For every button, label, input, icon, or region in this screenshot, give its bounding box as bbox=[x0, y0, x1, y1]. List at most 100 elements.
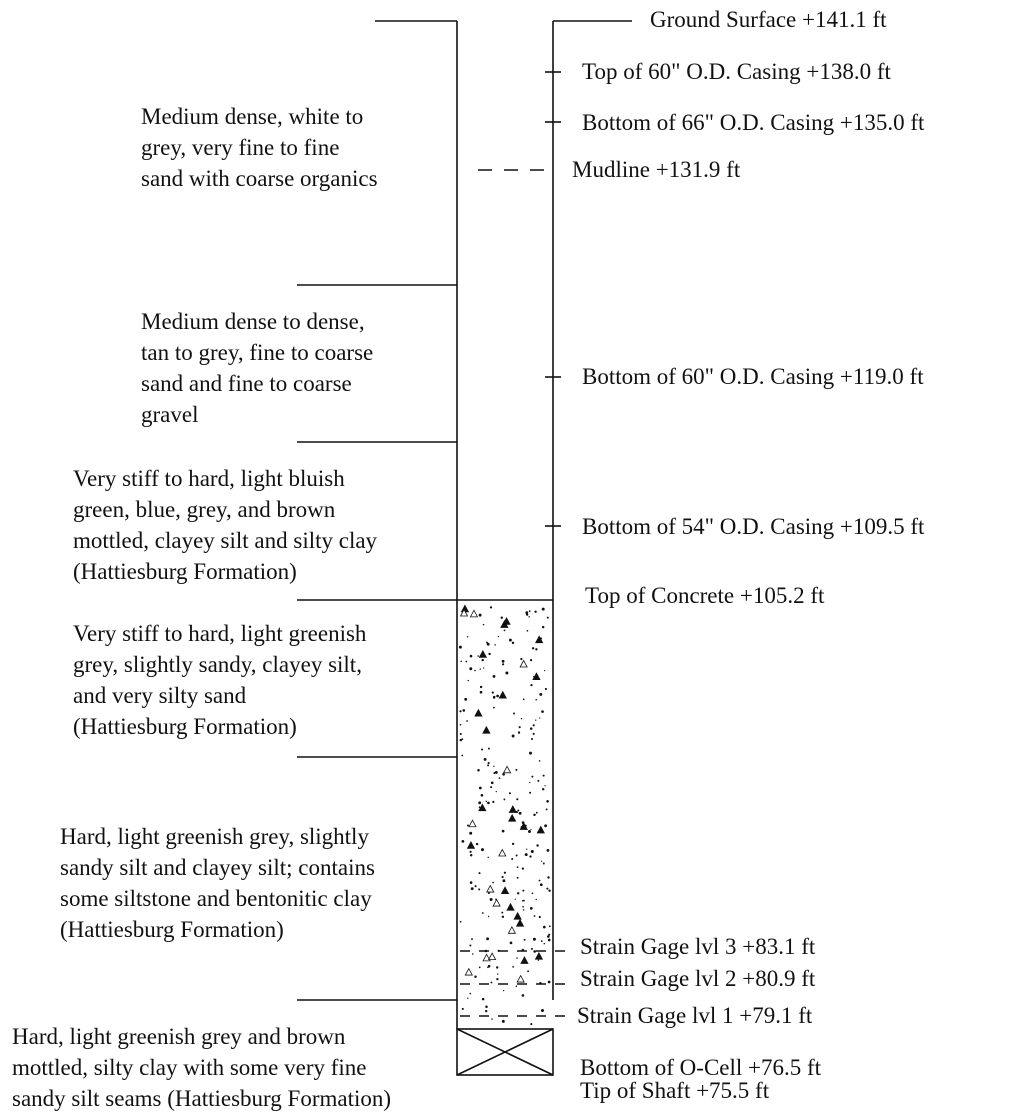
concrete-aggregate bbox=[474, 708, 483, 717]
concrete-dot bbox=[541, 607, 545, 611]
concrete-dot bbox=[529, 855, 532, 858]
concrete-aggregate bbox=[513, 911, 522, 920]
concrete-dot bbox=[511, 641, 515, 645]
concrete-dot bbox=[538, 915, 541, 919]
concrete-dot bbox=[531, 892, 534, 895]
concrete-dot bbox=[461, 754, 464, 757]
concrete-dot bbox=[538, 760, 541, 762]
soil-layer-2-line: Medium dense to dense, bbox=[141, 309, 365, 334]
concrete-dot bbox=[478, 786, 482, 790]
concrete-dot bbox=[493, 706, 495, 709]
concrete-dot bbox=[470, 887, 474, 891]
concrete-dot bbox=[498, 777, 501, 779]
elev-strain-gage-3: Strain Gage lvl 3 +83.1 ft bbox=[580, 934, 816, 959]
concrete-dot bbox=[530, 828, 532, 830]
concrete-dot bbox=[544, 669, 546, 672]
concrete-dot bbox=[521, 867, 525, 870]
elev-bottom-54-casing: Bottom of 54" O.D. Casing +109.5 ft bbox=[582, 514, 925, 539]
concrete-dot bbox=[487, 964, 491, 968]
concrete-dot bbox=[518, 811, 522, 815]
concrete-dot bbox=[490, 781, 494, 785]
concrete-dot bbox=[542, 774, 545, 777]
concrete-dot bbox=[526, 848, 528, 850]
concrete-dot bbox=[495, 790, 497, 793]
concrete-dot bbox=[546, 616, 549, 619]
concrete-dot bbox=[497, 635, 500, 638]
concrete-dot bbox=[479, 685, 483, 689]
concrete-dot bbox=[474, 975, 477, 978]
concrete-dot bbox=[515, 985, 518, 987]
concrete-aggregate bbox=[519, 822, 528, 830]
concrete-dot bbox=[494, 770, 498, 774]
concrete-dot bbox=[459, 920, 462, 923]
concrete-dot bbox=[529, 658, 533, 662]
concrete-dot bbox=[524, 853, 528, 857]
soil-layer-4-line: Very stiff to hard, light greenish bbox=[73, 621, 367, 646]
concrete-dot bbox=[537, 779, 540, 782]
soil-layer-4-line: and very silty sand bbox=[73, 683, 247, 708]
elev-ground-surface: Ground Surface +141.1 ft bbox=[650, 7, 887, 32]
soil-layer-1-line: Medium dense, white to bbox=[141, 104, 364, 129]
concrete-dot bbox=[501, 1019, 505, 1023]
soil-layer-2-line: sand and fine to coarse bbox=[141, 371, 352, 396]
concrete-dot bbox=[486, 937, 490, 941]
concrete-dot bbox=[545, 808, 548, 811]
concrete-dot bbox=[532, 732, 535, 735]
concrete-dot bbox=[487, 762, 490, 765]
concrete-dot bbox=[515, 854, 518, 857]
concrete-dot bbox=[503, 871, 507, 874]
concrete-dot bbox=[478, 801, 482, 805]
concrete-dot bbox=[485, 800, 488, 803]
concrete-aggregate bbox=[466, 840, 476, 849]
concrete-dot bbox=[480, 793, 484, 797]
concrete-dot bbox=[469, 944, 472, 947]
concrete-dot bbox=[501, 659, 505, 663]
concrete-dot bbox=[521, 994, 525, 997]
concrete-dot bbox=[529, 791, 532, 794]
concrete-dot bbox=[516, 798, 519, 801]
concrete-dot bbox=[485, 1009, 488, 1013]
concrete-dot bbox=[481, 658, 484, 662]
concrete-dot bbox=[469, 850, 472, 853]
concrete-dot bbox=[530, 683, 533, 687]
concrete-dot bbox=[464, 697, 468, 701]
concrete-dot bbox=[531, 775, 534, 778]
concrete-dot bbox=[469, 881, 473, 884]
concrete-dot bbox=[541, 1009, 544, 1012]
concrete-dot bbox=[478, 613, 482, 617]
concrete-dot bbox=[548, 925, 551, 928]
concrete-dot bbox=[461, 1007, 464, 1010]
concrete-dot bbox=[469, 992, 472, 995]
concrete-aggregate bbox=[502, 617, 511, 625]
concrete-dot bbox=[535, 698, 537, 701]
concrete-dot bbox=[465, 660, 468, 663]
concrete-dot bbox=[517, 731, 521, 734]
soil-layer-2: Medium dense to dense, tan to grey, fine… bbox=[141, 306, 373, 430]
soil-layer-6-line: Hard, light greenish grey and brown bbox=[12, 1024, 346, 1049]
concrete-dot bbox=[480, 748, 484, 751]
concrete-aggregate bbox=[515, 918, 525, 927]
concrete-dot bbox=[536, 844, 539, 847]
concrete-dot bbox=[503, 798, 506, 801]
concrete-dot bbox=[487, 856, 489, 859]
concrete-dot bbox=[528, 830, 531, 833]
concrete-aggregate bbox=[508, 805, 517, 813]
concrete-dot bbox=[527, 970, 530, 973]
concrete-aggregate bbox=[520, 956, 529, 964]
concrete-dot bbox=[462, 709, 466, 712]
concrete-dot bbox=[501, 915, 505, 918]
concrete-dot bbox=[534, 610, 537, 613]
elev-tip-of-shaft: Tip of Shaft +75.5 ft bbox=[580, 1078, 770, 1103]
concrete-dot bbox=[486, 642, 490, 646]
concrete-dot bbox=[546, 887, 549, 890]
concrete-dot bbox=[543, 942, 546, 945]
concrete-dot bbox=[460, 660, 462, 663]
concrete-dot bbox=[482, 623, 485, 626]
soil-layer-3: Very stiff to hard, light bluish green, … bbox=[73, 463, 377, 587]
concrete-aggregate bbox=[482, 725, 491, 734]
concrete-dot bbox=[471, 938, 473, 941]
concrete-dot bbox=[490, 786, 493, 789]
concrete-dot bbox=[474, 669, 476, 672]
concrete-dot bbox=[532, 937, 536, 941]
